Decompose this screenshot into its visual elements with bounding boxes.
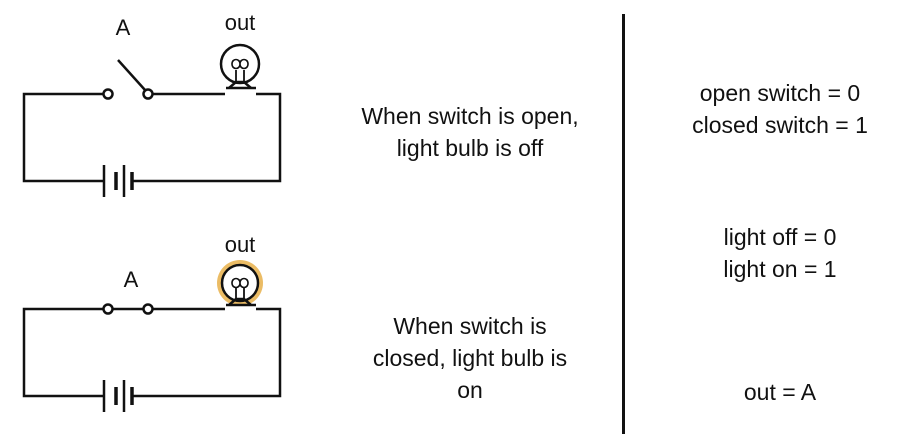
battery-icon [102, 165, 134, 197]
wire-left-loop [22, 92, 104, 183]
description-open-switch: When switch is open, light bulb is off [361, 103, 579, 161]
circuit-diagrams: A out A out [22, 10, 282, 412]
wire-right-loop [132, 92, 282, 183]
bulb-label-bottom: out [225, 232, 256, 257]
switch-encoding-text: open switch = 0 closed switch = 1 [692, 80, 868, 138]
light-bulb-on-icon [217, 260, 263, 307]
switch-label-bottom: A [124, 267, 139, 292]
wire-right-loop [132, 307, 282, 398]
closed-switch-icon [102, 303, 154, 315]
switch-label-top: A [116, 15, 131, 40]
equation-text: out = A [743, 379, 817, 405]
vertical-divider [622, 14, 625, 434]
bulb-label-top: out [225, 10, 256, 35]
light-encoding-text: light off = 0 light on = 1 [723, 224, 837, 282]
circuit-open-switch [22, 43, 282, 197]
wire-left-loop [22, 307, 104, 398]
light-bulb-off-icon [219, 43, 261, 90]
circuit-closed-switch [22, 260, 282, 412]
battery-icon [102, 380, 134, 412]
description-closed-switch: When switch is closed, light bulb is on [372, 313, 568, 403]
open-switch-icon [102, 59, 154, 100]
